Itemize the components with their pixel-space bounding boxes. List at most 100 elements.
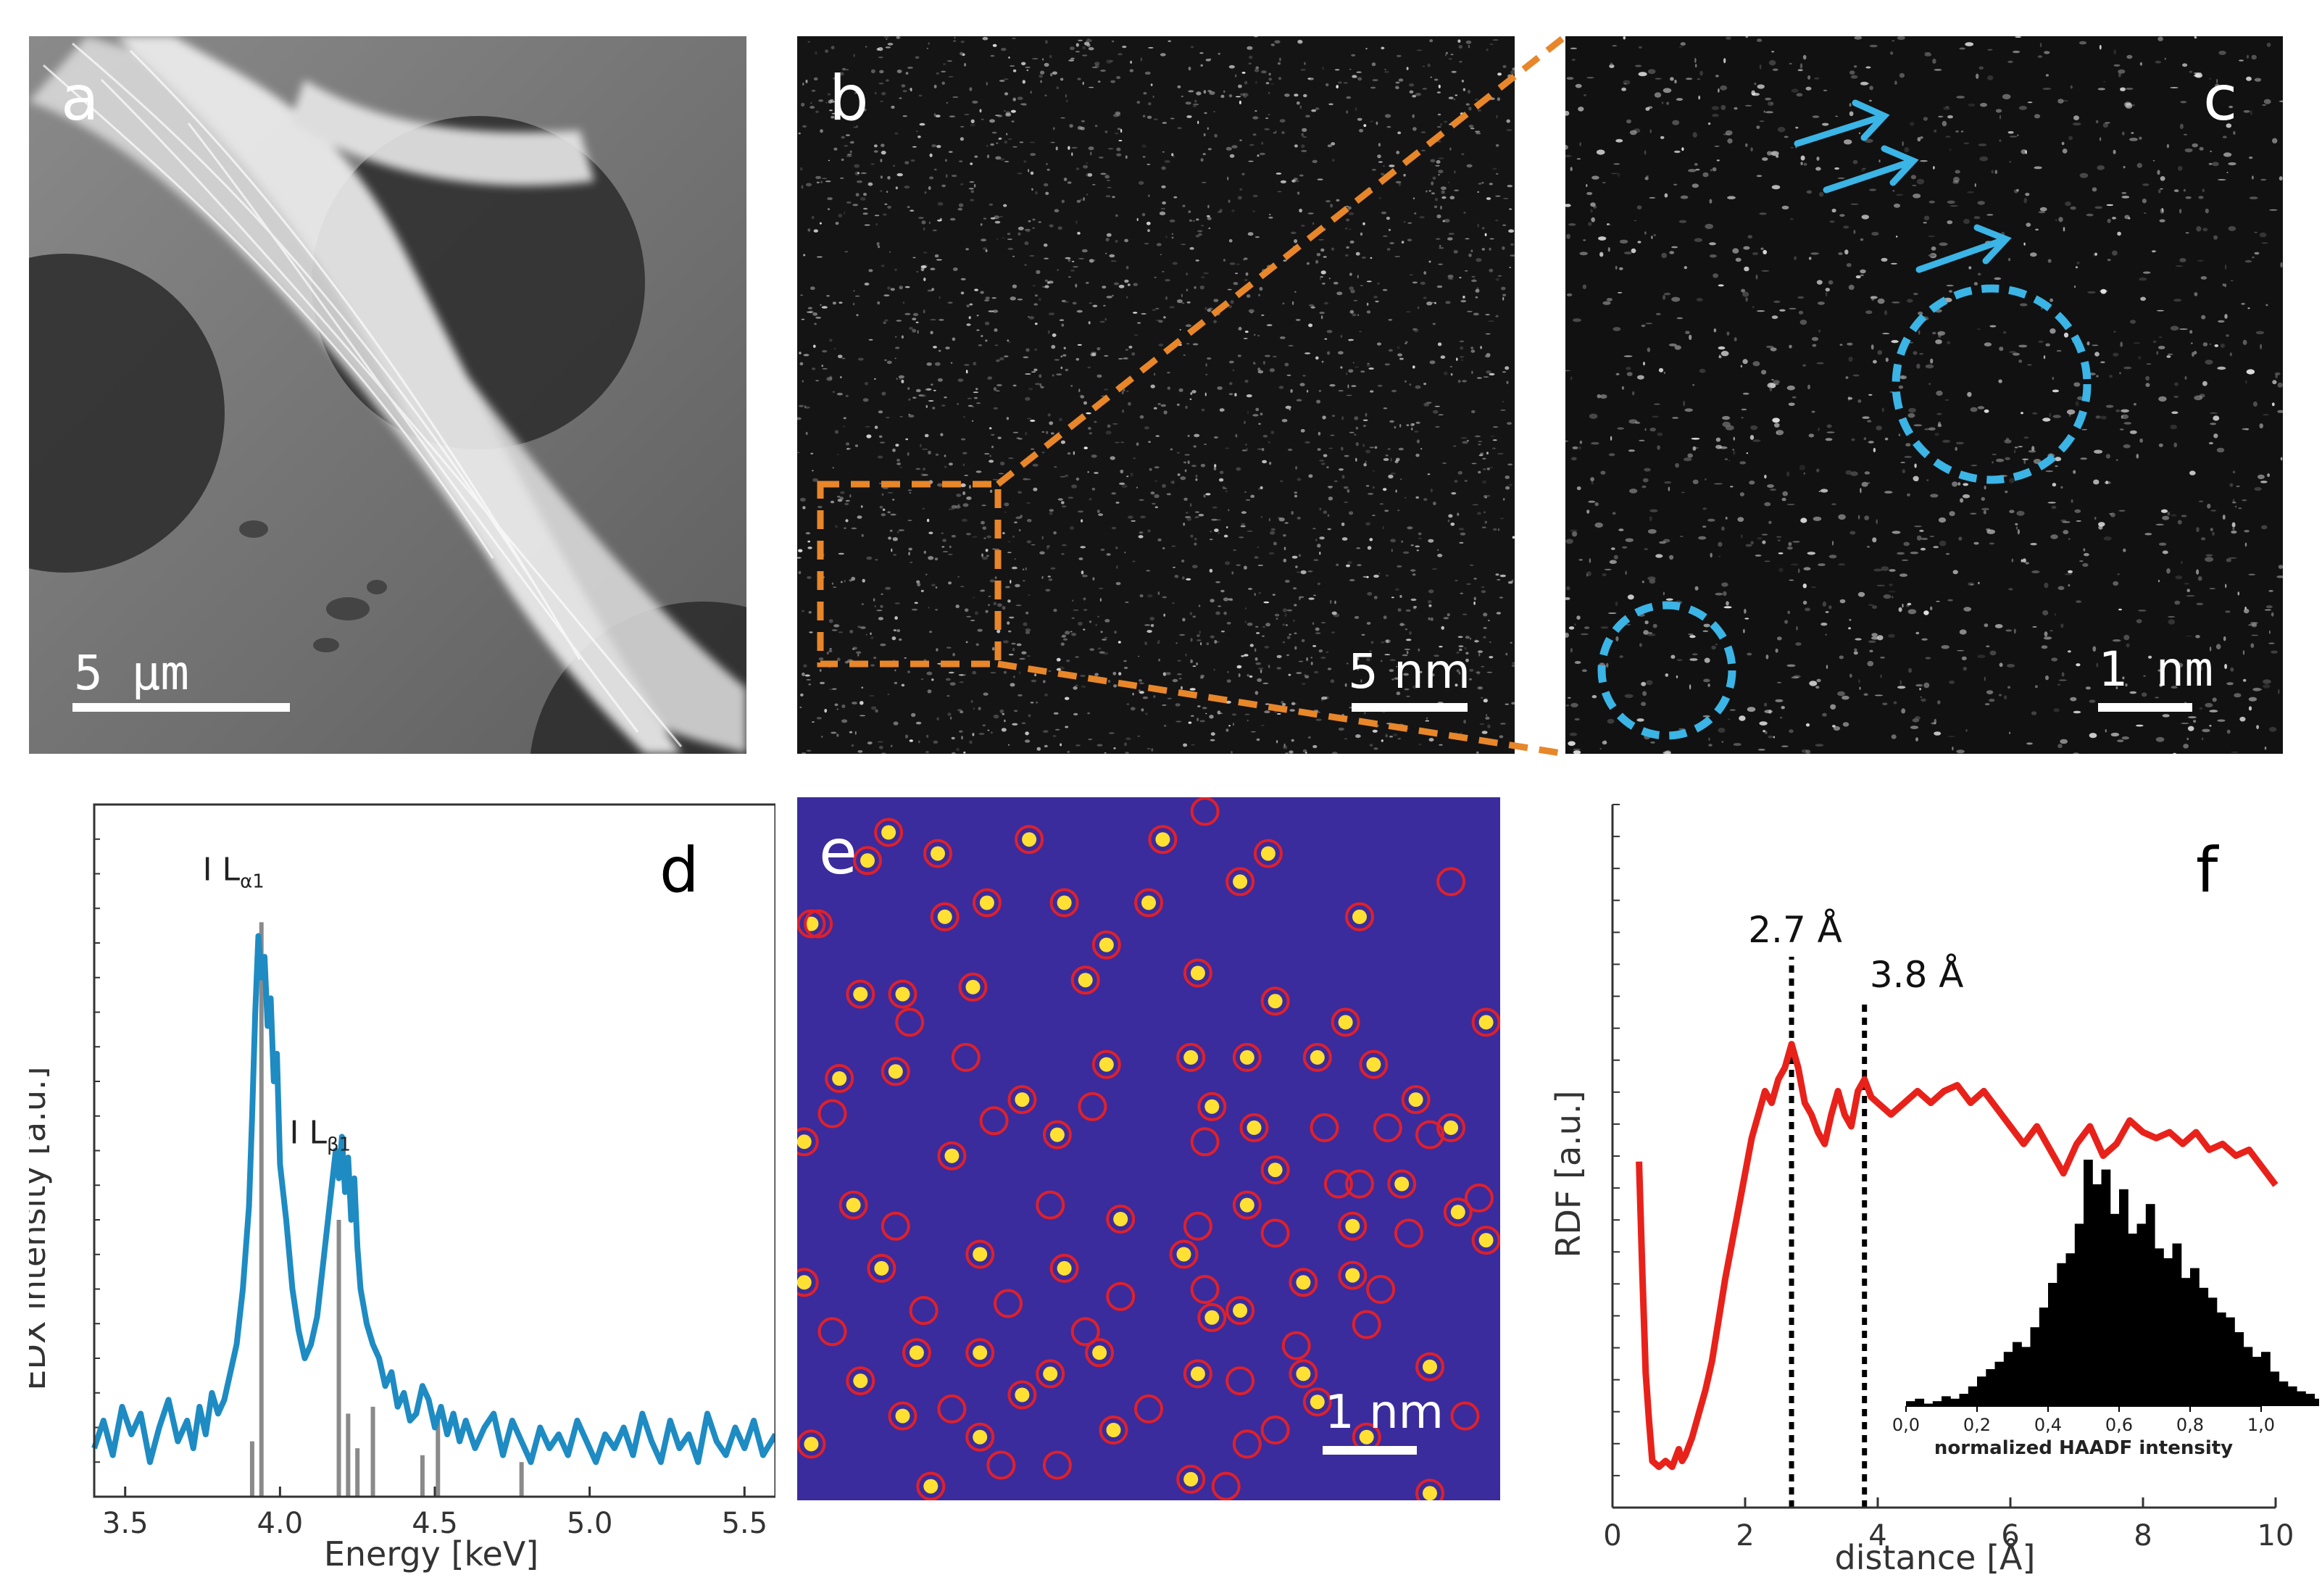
panel-d-edx-chart: EDX intensity [a.u.] Energy [keV] d 3.5 4… [29, 803, 775, 1574]
histogram-bar [2314, 1398, 2319, 1406]
atom-marker [1226, 867, 1255, 897]
histogram-bar [1906, 1401, 1915, 1406]
panel-b-scale-label: 5 nm [1348, 644, 1471, 699]
panel-c-scale-label: 1 nm [2098, 641, 2213, 697]
panel-d-label: d [659, 834, 699, 907]
atom-ring [1190, 1127, 1220, 1157]
fiber-strands [43, 42, 683, 747]
atom-marker [1197, 1092, 1227, 1121]
edx-plot-frame [93, 803, 775, 1498]
atom-ring [1070, 1317, 1100, 1347]
atom-ring [881, 1211, 910, 1241]
atom-marker [1387, 1169, 1417, 1199]
panel-e-label: e [819, 816, 857, 889]
edx-y-axis-label: EDX intensity [a.u.] [29, 1066, 53, 1390]
atom-marker [937, 1141, 967, 1171]
inset-x-axis-label: normalized HAADF intensity [1934, 1437, 2233, 1459]
atom-marker [1091, 930, 1121, 960]
rdf-curve [1636, 1041, 2279, 1471]
atom-marker [1260, 1155, 1290, 1185]
inset-x-tick-label: 1,0 [2247, 1415, 2275, 1435]
histogram-bar [1950, 1398, 1960, 1406]
atom-marker [1049, 1253, 1079, 1283]
debris [239, 520, 387, 652]
atom-marker [930, 902, 960, 931]
histogram-bar [2243, 1347, 2253, 1406]
atom-ring [1232, 1429, 1262, 1459]
atom-marker [797, 1429, 826, 1459]
atom-marker [1302, 1387, 1332, 1417]
atom-marker [1197, 1302, 1227, 1332]
histogram-bar [1977, 1376, 1986, 1406]
histogram-bar [1994, 1361, 2005, 1406]
atom-marker [1036, 1359, 1065, 1389]
atom-marker [846, 979, 875, 1009]
atom-ring [1260, 1416, 1290, 1445]
histogram-bar [2287, 1386, 2297, 1406]
atom-ring [1310, 1113, 1339, 1142]
panel-a-label: a [61, 62, 99, 135]
edx-x-tick-label: 4.0 [257, 1507, 304, 1540]
atom-ring [1190, 797, 1220, 826]
rdf-x-tick-label: 8 [2134, 1519, 2152, 1553]
atom-marker [1415, 1352, 1444, 1381]
atom-marker [1091, 1050, 1121, 1079]
panel-b-haadf-image: b 5 nm [797, 36, 1515, 754]
histogram-bar [2181, 1278, 2191, 1406]
histogram-bar [2057, 1263, 2067, 1406]
histogram-bar [2013, 1342, 2022, 1406]
atom-marker [1471, 1226, 1500, 1255]
atom-marker [1436, 1113, 1466, 1142]
rdf-peak-label: 3.8 Å [1870, 954, 1964, 996]
atom-marker [958, 972, 988, 1002]
rdf-x-axis-label: distance [Å] [1835, 1538, 2036, 1577]
panel-a-scale-label: 5 µm [74, 645, 189, 701]
inset-x-tick-label: 0,0 [1892, 1415, 1920, 1435]
atom-marker [1345, 902, 1374, 931]
panel-c-label: c [2203, 62, 2238, 135]
panel-c-micrograph [1565, 36, 2283, 754]
atom-marker [1183, 1359, 1212, 1389]
atom-ring [951, 1042, 981, 1072]
atom-ring [909, 1296, 939, 1326]
histogram-bar [2199, 1287, 2209, 1406]
atom-marker [881, 1057, 910, 1086]
atom-ring [937, 1394, 967, 1423]
atom-marker [1359, 1050, 1389, 1079]
histogram-bar [2021, 1347, 2031, 1406]
atom-marker [1099, 1416, 1128, 1445]
atom-ring [1415, 1120, 1444, 1150]
atom-marker [965, 1239, 995, 1269]
atom-ring [1323, 1169, 1353, 1199]
atom-ring [1211, 1471, 1241, 1500]
histogram-bar [2163, 1258, 2173, 1406]
histogram-bar [2065, 1253, 2076, 1406]
atom-ring [1106, 1281, 1136, 1311]
atom-marker [1169, 1239, 1199, 1269]
rdf-x-tick-label: 2 [1736, 1519, 1754, 1553]
atom-ring [817, 1317, 847, 1347]
atom-marker [1260, 986, 1290, 1016]
atom-ring [986, 1450, 1016, 1480]
rdf-x-tick-label: 6 [2001, 1519, 2019, 1553]
peak-label-l-beta1: I Lβ1 [290, 1115, 351, 1156]
atom-marker [853, 846, 882, 876]
histogram-bar [2216, 1312, 2226, 1406]
atom-marker [888, 1401, 917, 1431]
edx-x-tick-label: 3.5 [102, 1507, 149, 1540]
atom-marker [1338, 1260, 1368, 1290]
histogram-bar [1923, 1403, 1934, 1406]
inset-x-tick-label: 0,6 [2105, 1415, 2133, 1435]
panel-c-haadf-zoom: c 1 nm [1565, 36, 2283, 754]
peak-label-l-alpha1: I Lα1 [203, 852, 265, 893]
rdf-x-tick-label: 10 [2258, 1519, 2294, 1553]
histogram-bar [1932, 1401, 1942, 1406]
histogram-bar [2279, 1381, 2289, 1406]
atom-ring [1260, 1218, 1290, 1248]
atom-ring [895, 1007, 925, 1037]
atom-marker [1471, 1007, 1500, 1037]
atom-marker [1183, 958, 1212, 988]
histogram-bar [2048, 1283, 2057, 1406]
atom-ring [1134, 1394, 1163, 1423]
inset-x-tick-label: 0,4 [2034, 1415, 2062, 1435]
